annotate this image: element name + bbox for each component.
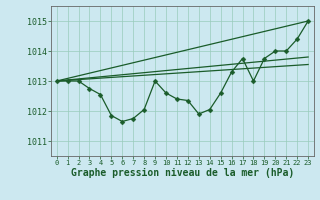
X-axis label: Graphe pression niveau de la mer (hPa): Graphe pression niveau de la mer (hPa) — [71, 168, 294, 178]
